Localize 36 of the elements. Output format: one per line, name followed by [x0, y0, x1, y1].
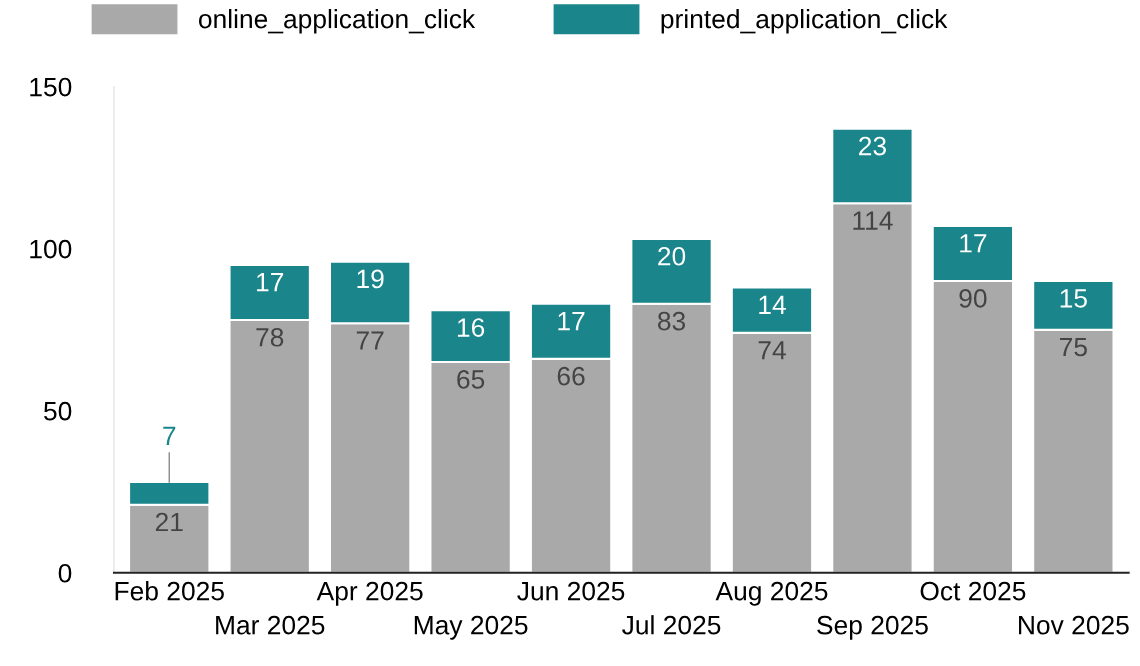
data-label: 74 [758, 341, 786, 360]
data-label: 19 [357, 269, 384, 289]
y-tick-label: 100 [30, 239, 72, 259]
data-label: 17 [960, 234, 987, 253]
data-label: 15 [1060, 289, 1087, 308]
legend-label: printed_application_click [661, 8, 948, 34]
data-label: 66 [557, 366, 585, 386]
x-tick-label: Aug 2025 [715, 581, 828, 606]
y-tick-label: 50 [44, 401, 72, 421]
x-tick-label: Jun 2025 [517, 581, 625, 601]
data-label: 14 [759, 295, 786, 314]
data-label: 77 [356, 331, 384, 350]
x-tick-label: Apr 2025 [316, 581, 423, 606]
x-tick-label: Jul 2025 [622, 615, 721, 635]
data-label: 90 [959, 289, 987, 308]
data-label: 16 [457, 318, 485, 337]
data-label: 23 [859, 136, 886, 156]
data-label: 114 [853, 211, 893, 230]
data-label: 21 [155, 512, 183, 532]
data-label: 78 [256, 327, 284, 347]
data-label: 17 [257, 273, 284, 292]
x-tick-label: Sep 2025 [817, 615, 928, 640]
data-label: 7 [163, 426, 176, 445]
data-label: 75 [1060, 337, 1087, 357]
data-label: 17 [558, 312, 585, 331]
x-tick-label: Nov 2025 [1019, 615, 1129, 635]
y-tick-label: 150 [30, 77, 72, 97]
x-tick-label: Feb 2025 [115, 581, 224, 601]
y-tick-label: 0 [58, 563, 72, 583]
legend-label: online_application_click [198, 8, 476, 34]
data-label: 20 [658, 246, 686, 266]
x-tick-label: May 2025 [414, 615, 528, 640]
x-tick-label: Mar 2025 [216, 615, 325, 635]
data-label: 65 [457, 370, 485, 389]
data-label: 83 [658, 311, 686, 331]
x-tick-label: Oct 2025 [920, 581, 1026, 601]
